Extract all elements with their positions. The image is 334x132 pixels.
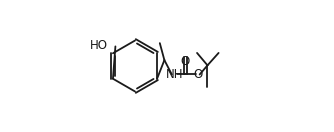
- Text: O: O: [181, 55, 190, 68]
- Text: NH: NH: [165, 68, 183, 81]
- Text: O: O: [193, 68, 202, 81]
- Text: HO: HO: [90, 39, 108, 52]
